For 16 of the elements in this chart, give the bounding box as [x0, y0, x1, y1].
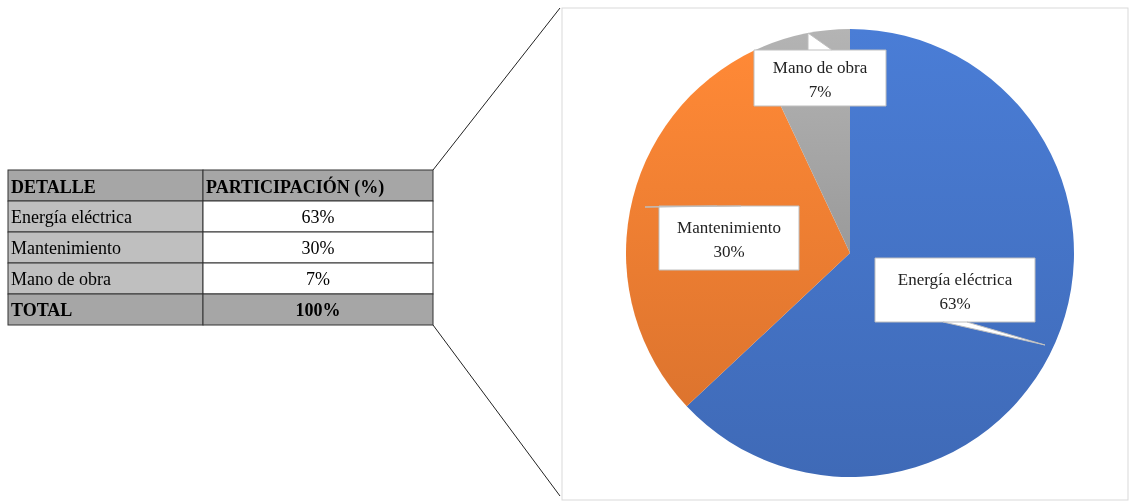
category-label: Energía eléctrica — [11, 207, 133, 227]
text: 30% — [301, 238, 335, 258]
legend-label: Mano de obra — [772, 58, 868, 77]
slice-label: Energía eléctrica — [897, 270, 1013, 289]
text: 100% — [295, 300, 341, 320]
text: 63% — [301, 207, 335, 227]
category-label: Mano de obra — [11, 269, 111, 289]
text: DETALLE — [11, 177, 96, 197]
text: 7% — [306, 269, 330, 289]
data-label: 30% — [713, 242, 745, 261]
category-label: Mantenimiento — [11, 238, 121, 258]
slice-label: Mantenimiento — [677, 218, 781, 237]
data-label: 63% — [939, 294, 971, 313]
text: TOTAL — [11, 300, 73, 320]
data-label: 7% — [808, 82, 832, 101]
text: PARTICIPACIÓN (%) — [206, 176, 385, 198]
